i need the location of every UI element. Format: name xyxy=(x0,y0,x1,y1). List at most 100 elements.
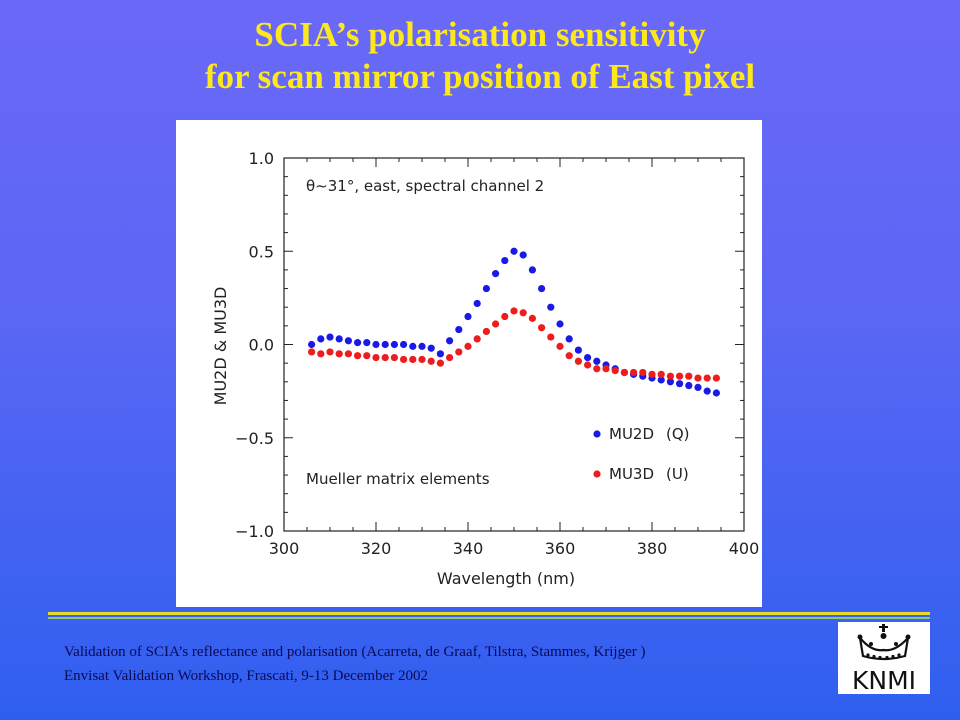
mu3d-point xyxy=(317,350,325,358)
mu3d-point xyxy=(685,372,693,380)
mu3d-point xyxy=(372,353,380,362)
mu3d-point xyxy=(519,309,527,317)
mu2d-point xyxy=(335,335,343,343)
mu2d-point xyxy=(676,380,684,388)
slide-title: SCIA’s polarisation sensitivity for scan… xyxy=(0,14,960,98)
mu2d-point xyxy=(593,357,601,365)
y-axis-label: MU2D & MU3D xyxy=(211,287,230,406)
mu3d-point xyxy=(574,357,582,365)
mu2d-point xyxy=(666,378,674,386)
footer: Validation of SCIA’s reflectance and pol… xyxy=(64,640,646,688)
mu2d-point xyxy=(344,337,352,345)
mu3d-point xyxy=(703,374,711,382)
mu3d-point xyxy=(326,348,334,356)
title-line-2: for scan mirror position of East pixel xyxy=(204,57,756,96)
mu3d-point xyxy=(538,324,546,332)
mu2d-point xyxy=(501,256,509,265)
mu3d-point xyxy=(630,368,638,377)
mu2d-point xyxy=(694,383,702,391)
mu2d-point xyxy=(528,266,536,274)
mu2d-point xyxy=(464,312,472,321)
legend-label-mu3d: MU3D xyxy=(609,465,654,483)
mu2d-point xyxy=(308,340,316,349)
mu2d-point xyxy=(538,284,546,293)
mu3d-point xyxy=(712,374,721,382)
chart-panel: 300 320 340 360 380 400 1.0 0.5 0.0 −0.5 −1.0 θ∼31… xyxy=(176,120,762,607)
x-tick-label: 360 xyxy=(545,539,576,558)
mu3d-point xyxy=(556,342,564,350)
mu3d-point xyxy=(344,350,352,358)
mu2d-point xyxy=(657,376,665,384)
logo-text: KNMI xyxy=(852,666,916,694)
mu2d-point xyxy=(556,320,564,328)
mu3d-point xyxy=(473,335,481,343)
legend-suffix-mu2d: (Q) xyxy=(666,425,690,443)
mu3d-point xyxy=(482,327,490,336)
mu2d-point xyxy=(390,340,398,349)
mu3d-point xyxy=(436,359,444,367)
title-line-1: SCIA’s polarisation sensitivity xyxy=(254,15,706,54)
legend-marker-mu2d xyxy=(593,430,601,438)
mu3d-point xyxy=(528,314,536,322)
mu2d-point xyxy=(703,387,711,395)
mu2d-point xyxy=(574,346,582,354)
mu3d-point xyxy=(418,355,426,364)
x-tick-label: 300 xyxy=(269,539,300,558)
chart: 300 320 340 360 380 400 1.0 0.5 0.0 −0.5 −1.0 θ∼31… xyxy=(211,149,759,588)
y-tick-label: 0.0 xyxy=(249,336,274,355)
mu2d-point xyxy=(712,389,721,397)
mu2d-point xyxy=(409,342,417,350)
x-axis-label: Wavelength (nm) xyxy=(437,569,575,588)
mu2d-point xyxy=(400,340,408,349)
mu3d-point xyxy=(409,355,417,364)
mu3d-point xyxy=(593,365,601,373)
mu3d-point xyxy=(602,365,610,373)
y-tick-label: −1.0 xyxy=(235,522,274,541)
legend-label-mu2d: MU2D xyxy=(609,425,654,443)
divider-line xyxy=(48,612,930,615)
mu2d-point xyxy=(317,335,325,343)
mu3d-point xyxy=(639,368,647,377)
divider-line-accent xyxy=(48,617,930,619)
mu2d-point xyxy=(510,247,518,255)
y-tick-label: 1.0 xyxy=(249,149,274,168)
mu3d-point xyxy=(381,353,389,362)
mu2d-point xyxy=(418,342,426,350)
mu2d-point xyxy=(492,270,500,278)
mu3d-point xyxy=(694,374,702,382)
legend-suffix-mu3d: (U) xyxy=(666,465,689,483)
mu3d-point xyxy=(648,370,656,378)
mu3d-point xyxy=(400,355,408,364)
footer-line-1: Validation of SCIA’s reflectance and pol… xyxy=(64,644,646,660)
mu3d-point xyxy=(676,372,684,380)
mu3d-point xyxy=(390,353,398,362)
y-tick-label: 0.5 xyxy=(249,242,274,261)
mu2d-point xyxy=(326,333,334,341)
x-tick-label: 340 xyxy=(453,539,484,558)
mu3d-point xyxy=(464,342,472,350)
mu3d-point xyxy=(455,348,463,356)
y-tick-label: −0.5 xyxy=(235,429,274,448)
x-tick-label: 320 xyxy=(361,539,392,558)
mu3d-point xyxy=(657,370,665,378)
mu3d-point xyxy=(335,350,343,358)
mu3d-point xyxy=(547,333,555,341)
mu2d-point xyxy=(547,303,555,311)
mu3d-point xyxy=(565,352,573,360)
mu3d-point xyxy=(510,307,518,315)
mu3d-point xyxy=(427,357,435,365)
mu2d-point xyxy=(482,284,490,293)
legend-marker-mu3d xyxy=(593,470,601,478)
mu3d-point xyxy=(666,372,674,380)
x-tick-label: 380 xyxy=(637,539,668,558)
chart-inset-label: Mueller matrix elements xyxy=(306,470,490,488)
mu2d-point xyxy=(363,339,371,347)
mu2d-point xyxy=(427,344,435,352)
knmi-logo: KNMI xyxy=(838,622,930,695)
mu3d-point xyxy=(308,348,316,356)
mu3d-point xyxy=(354,352,362,360)
mu2d-point xyxy=(455,325,463,334)
crown-icon: KNMI xyxy=(852,624,916,695)
mu2d-point xyxy=(473,299,481,308)
mu2d-point xyxy=(519,251,527,259)
